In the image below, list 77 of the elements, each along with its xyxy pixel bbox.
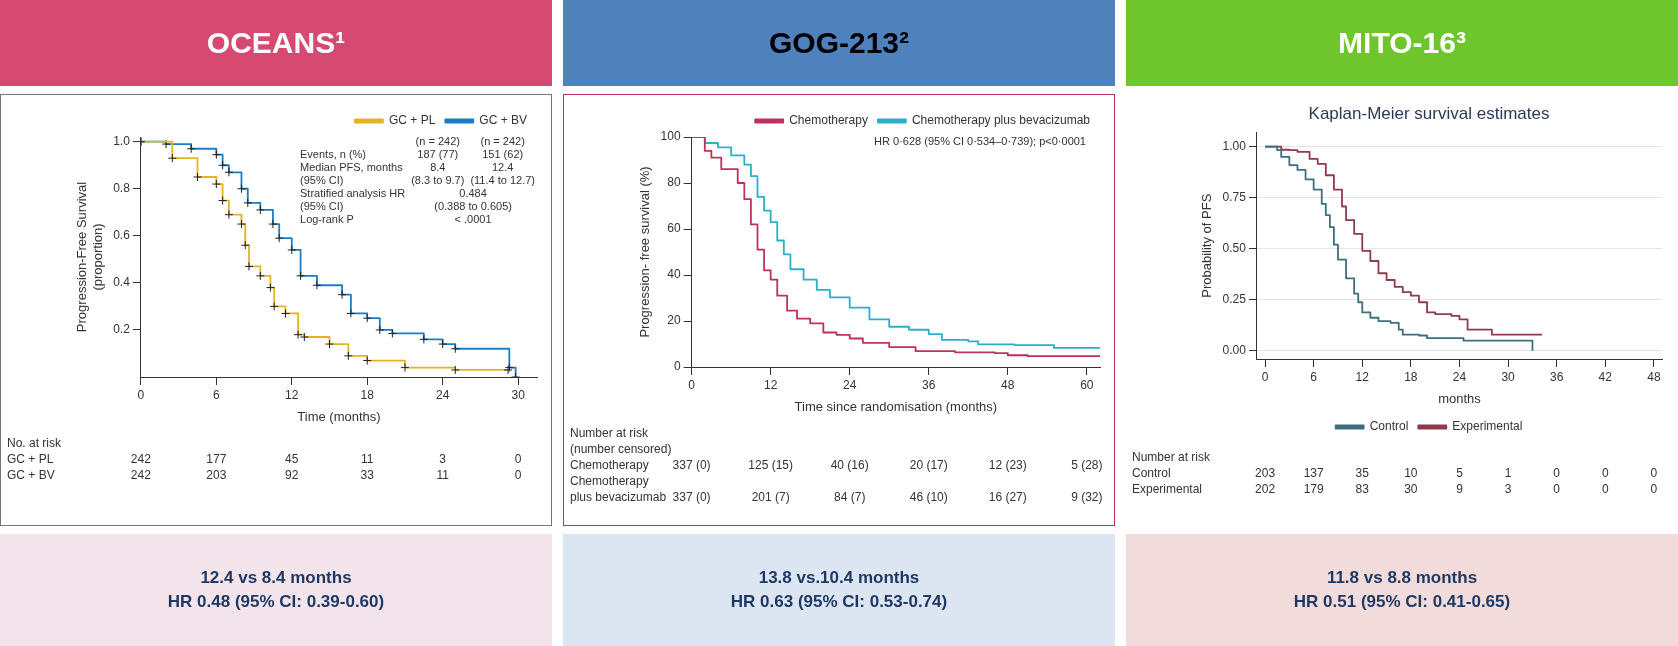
x-tick-label: 60 bbox=[1080, 377, 1094, 392]
text: Median PFS, months 8.4 12.4 bbox=[300, 161, 514, 173]
text: 13.8 vs.10.4 months bbox=[758, 567, 920, 589]
y-axis-title: Probability of PFS bbox=[1199, 193, 1215, 298]
y-tick-label: 0.75 bbox=[1222, 190, 1247, 205]
y-tick-label: 100 bbox=[660, 129, 681, 144]
x-tick-label: 18 bbox=[1404, 369, 1418, 384]
x-tick-label: 12 bbox=[763, 377, 778, 392]
x-tick-label: 42 bbox=[1598, 369, 1613, 384]
text: Number at risk bbox=[1131, 449, 1212, 465]
x-tick-label: 36 bbox=[1550, 369, 1564, 384]
legend-label: Chemotherapy plus bevacizumab bbox=[911, 113, 1091, 128]
legend-label: GC + BV bbox=[479, 113, 527, 128]
y-tick-label: 1.0 bbox=[113, 134, 131, 149]
y-tick-label: 0.8 bbox=[113, 181, 131, 196]
text: Events, n (%) 187 (77) 151 (62) bbox=[300, 148, 524, 160]
x-tick-label: 48 bbox=[1647, 369, 1661, 384]
text: 11.8 vs 8.8 months bbox=[1326, 567, 1478, 589]
x-tick-label: 0 bbox=[137, 387, 145, 402]
legend-label: Chemotherapy bbox=[789, 113, 868, 128]
text: Control 203 137 35 10 5 1 0 0 0 bbox=[1132, 466, 1658, 480]
y-axis-title: Progression- free survival (%) bbox=[637, 166, 653, 338]
y-tick-label: 0.00 bbox=[1222, 343, 1247, 358]
y-axis-title: Progression-Free Survival (proportion) bbox=[74, 181, 105, 333]
y-tick-label: 0.50 bbox=[1222, 241, 1247, 256]
x-tick-label: 24 bbox=[843, 377, 857, 392]
text: (95% CI) (8.3 to 9.7) (11.4 to 12.7) bbox=[300, 174, 535, 186]
legend-label: Control bbox=[1369, 419, 1409, 434]
y-tick-label: 40 bbox=[667, 267, 681, 282]
x-tick-label: 0 bbox=[688, 377, 696, 392]
x-axis-title: months bbox=[1438, 390, 1482, 406]
x-tick-label: 6 bbox=[212, 387, 220, 402]
text: 12.4 vs 8.4 months bbox=[200, 567, 352, 589]
x-tick-label: 0 bbox=[1261, 369, 1269, 384]
x-tick-label: 48 bbox=[1001, 377, 1015, 392]
chart-title: GOG-213² bbox=[768, 26, 910, 60]
x-axis-title: Time (months) bbox=[297, 408, 381, 424]
y-tick-label: 0.6 bbox=[113, 228, 131, 243]
text: GC + BV 242 203 92 33 11 0 bbox=[7, 468, 522, 482]
y-tick-label: 1.00 bbox=[1222, 139, 1247, 153]
y-tick-label: 0.25 bbox=[1222, 292, 1247, 307]
chart-title: MITO-16³ bbox=[1338, 26, 1466, 60]
x-tick-label: 12 bbox=[1355, 369, 1370, 384]
x-tick-label: 6 bbox=[1310, 369, 1318, 384]
chart-title: OCEANS¹ bbox=[206, 26, 346, 60]
x-tick-label: 24 bbox=[436, 387, 450, 402]
text: Number at risk bbox=[569, 425, 650, 441]
text: (n = 242) (n = 242) bbox=[415, 135, 525, 147]
y-tick-label: 0 bbox=[673, 359, 681, 374]
text: (95% CI) (0.388 to 0.605) bbox=[300, 200, 512, 212]
y-tick-label: 60 bbox=[667, 221, 681, 236]
text: Log-rank P < .0001 bbox=[300, 213, 492, 225]
text: HR 0.63 (95% CI: 0.53-0.74) bbox=[730, 591, 948, 613]
x-tick-label: 18 bbox=[360, 387, 375, 402]
text: No. at risk bbox=[6, 435, 62, 451]
legend-label: GC + PL bbox=[388, 113, 436, 128]
chart-subtitle: Kaplan-Meier survival estimates bbox=[1308, 103, 1550, 123]
x-tick-label: 30 bbox=[1501, 369, 1516, 384]
y-tick-label: 80 bbox=[667, 175, 681, 190]
text: Experimental 202 179 83 30 9 3 0 0 0 bbox=[1132, 482, 1658, 496]
y-tick-label: 0.2 bbox=[113, 322, 131, 337]
text: HR 0.51 (95% CI: 0.41-0.65) bbox=[1293, 591, 1511, 613]
x-tick-label: 30 bbox=[511, 387, 526, 402]
legend-label: Experimental bbox=[1452, 419, 1523, 434]
y-tick-label: 20 bbox=[667, 313, 681, 328]
x-tick-label: 12 bbox=[285, 387, 299, 402]
x-axis-title: Time since randomisation (months) bbox=[794, 398, 998, 414]
text: (number censored) bbox=[569, 441, 673, 457]
text: Chemotherapy plus bevacizumab 337 (0) 201 (7) 84 (7) 46 (10) 16 (27) 9 (32) bbox=[570, 474, 1103, 504]
text: GC + PL 242 177 45 11 3 0 bbox=[7, 452, 522, 466]
x-tick-label: 36 bbox=[922, 377, 936, 392]
y-tick-label: 0.4 bbox=[113, 275, 131, 290]
text: HR 0.48 (95% CI: 0.39-0.60) bbox=[167, 591, 385, 613]
text: Stratified analysis HR 0.484 bbox=[300, 187, 487, 199]
text: Chemotherapy 337 (0) 125 (15) 40 (16) 20 (17) 12 (23) 5 (28) bbox=[570, 458, 1103, 472]
annotation: HR 0·628 (95% CI 0·534–0·739); p<0·0001 bbox=[874, 135, 1086, 148]
x-tick-label: 24 bbox=[1452, 369, 1467, 384]
